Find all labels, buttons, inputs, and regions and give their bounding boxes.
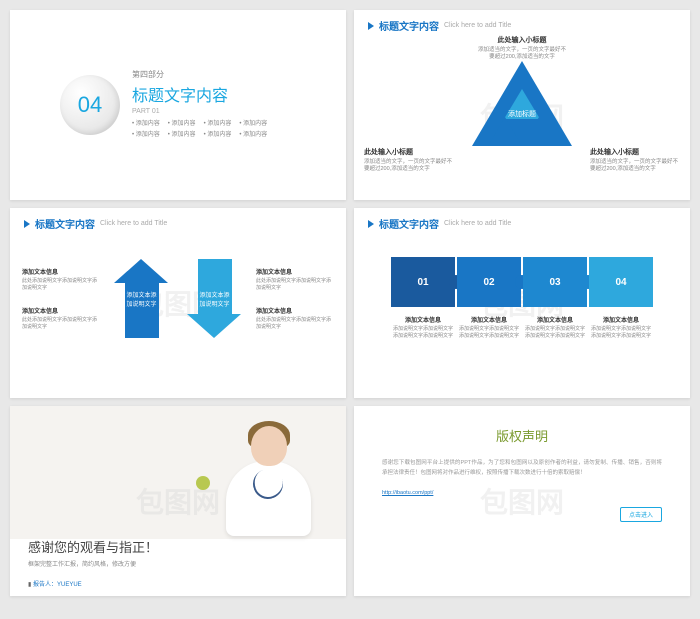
enter-button[interactable]: 点击进入 [620,507,662,522]
slide-subtitle: Click here to add Title [444,22,511,29]
doctor-illustration [221,421,316,536]
puzzle-row: 01 02 03 04 [354,239,690,315]
puzzle-piece: 03 [523,257,587,307]
caption-left: 此处输入小标题添加适当的文字，一页的文字最好不要超过200,添加适当的文字 [364,147,454,173]
slide-title: 标题文字内容 [379,216,439,231]
slide-title: 标题文字内容 [379,18,439,33]
puzzle-caption: 添加文本信息添加说明文字添加说明文字添加说明文字添加说明文字 [523,315,587,339]
caption-lb: 添加文本信息此处添加说明文字添加说明文字添加说明文字 [22,306,100,330]
copyright-title: 版权声明 [382,426,662,445]
part-en: PART 01 [132,108,275,115]
puzzle-piece: 01 [391,257,455,307]
slide-puzzle: 标题文字内容Click here to add Title 包图网 01 02 … [354,208,690,398]
slide-triangle-diagram: 标题文字内容Click here to add Title 包图网 此处输入小标… [354,10,690,200]
arrow-down: 添加文本添加说明文字 [187,259,242,338]
caption-top: 此处输入小标题添加适当的文字，一页的文字最好不要超过200,添加适当的文字 [477,35,567,61]
puzzle-caption: 添加文本信息添加说明文字添加说明文字添加说明文字添加说明文字 [589,315,653,339]
caption-right: 此处输入小标题添加适当的文字，一页的文字最好不要超过200,添加适当的文字 [590,147,680,173]
puzzle-caption: 添加文本信息添加说明文字添加说明文字添加说明文字添加说明文字 [457,315,521,339]
source-link[interactable]: http://ibaotu.com/ppt/ [382,490,433,496]
triangle-shape: 添加标题 [472,61,572,146]
arrow-up: 添加文本添加说明文字 [114,259,169,338]
section-number: 04 [78,92,102,118]
slide-subtitle: Click here to add Title [444,220,511,227]
bullet-icon [368,220,374,228]
puzzle-caption: 添加文本信息添加说明文字添加说明文字添加说明文字添加说明文字 [391,315,455,339]
slide-subtitle: Click here to add Title [100,220,167,227]
slide-arrows: 标题文字内容Click here to add Title 包图网 添加文本信息… [10,208,346,398]
bullet-row: • 添加内容• 添加内容• 添加内容• 添加内容 [132,130,275,141]
caption-rt: 添加文本信息此处添加说明文字添加说明文字添加说明文字 [256,267,334,291]
section-title: 标题文字内容 [132,82,275,106]
bullet-icon [368,22,374,30]
bullet-row: • 添加内容• 添加内容• 添加内容• 添加内容 [132,119,275,130]
thanks-title: 感谢您的观看与指正！ [28,537,158,556]
bullet-icon [24,220,30,228]
triangle-center-label: 添加标题 [507,109,537,119]
slide-copyright: 包图网 版权声明 感谢您下载包图网平台上提供的PPT作品，为了您和包图网以及原创… [354,406,690,596]
slide-title: 标题文字内容 [35,216,95,231]
thanks-sub: 框架完整工作汇报，简约风格，修改方便 [28,559,158,568]
copyright-body: 感谢您下载包图网平台上提供的PPT作品，为了您和包图网以及原创作者的利益，请勿复… [382,459,662,499]
section-number-circle: 04 [60,75,120,135]
puzzle-piece: 04 [589,257,653,307]
caption-lt: 添加文本信息此处添加说明文字添加说明文字添加说明文字 [22,267,100,291]
slide-thanks: 包图网 感谢您的观看与指正！ 框架完整工作汇报，简约风格，修改方便 ▮ 报告人：… [10,406,346,596]
reporter: ▮ 报告人：YUEYUE [28,579,82,588]
puzzle-piece: 02 [457,257,521,307]
caption-rb: 添加文本信息此处添加说明文字添加说明文字添加说明文字 [256,306,334,330]
part-cn: 第四部分 [132,69,275,80]
slide-section-header: 04 第四部分 标题文字内容 PART 01 • 添加内容• 添加内容• 添加内… [10,10,346,200]
